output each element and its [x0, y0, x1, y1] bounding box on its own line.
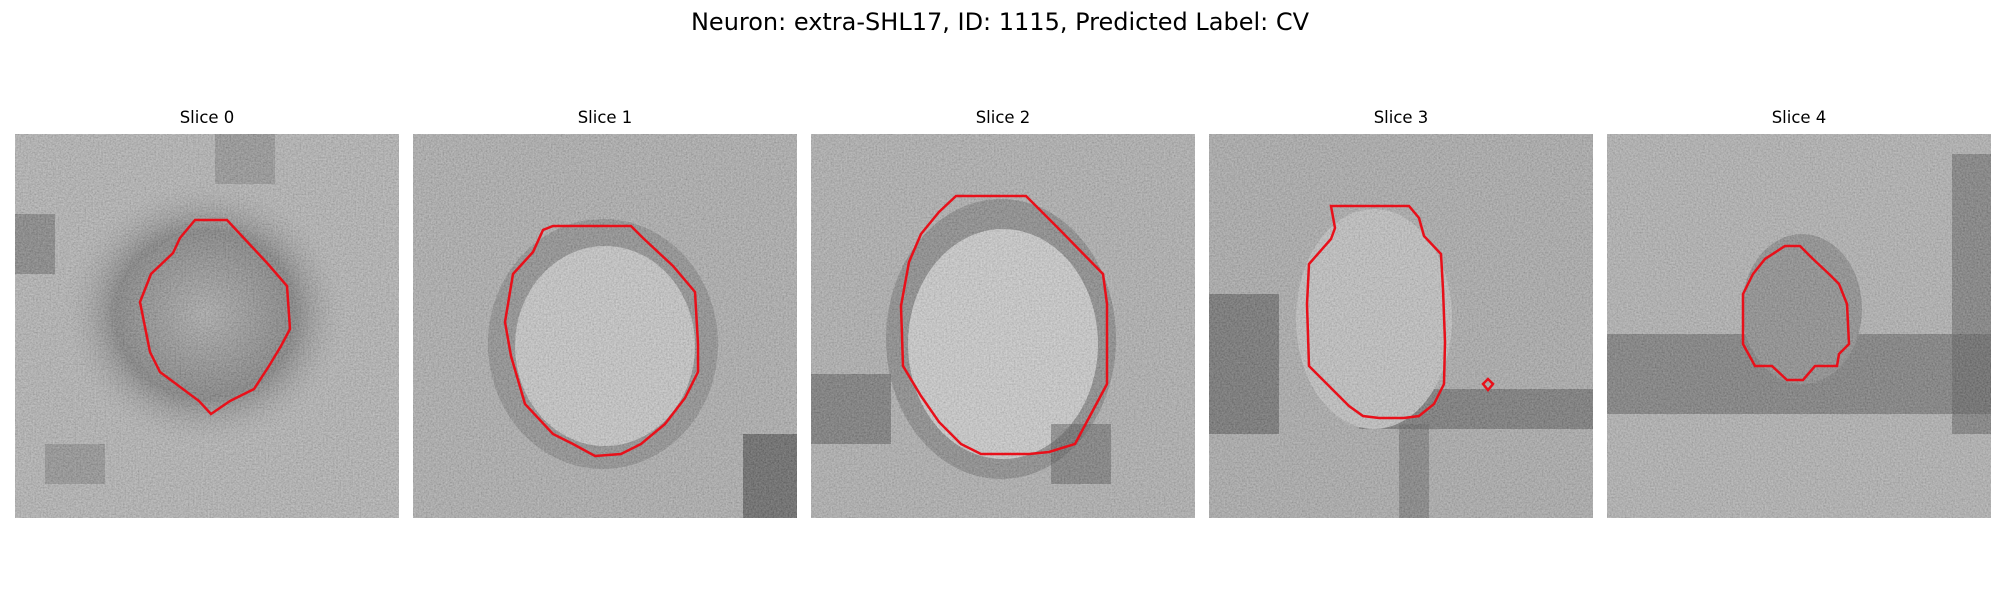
slice-image	[15, 134, 399, 518]
slice-image	[413, 134, 797, 518]
figure-title: Neuron: extra-SHL17, ID: 1115, Predicted…	[0, 8, 2000, 36]
slice-image	[811, 134, 1195, 518]
slice-image	[1607, 134, 1991, 518]
slice-title: Slice 1	[413, 108, 797, 128]
slice-title: Slice 4	[1607, 108, 1991, 128]
slice-title: Slice 3	[1209, 108, 1593, 128]
slice-title: Slice 2	[811, 108, 1195, 128]
slice-title: Slice 0	[15, 108, 399, 128]
slice-image	[1209, 134, 1593, 518]
